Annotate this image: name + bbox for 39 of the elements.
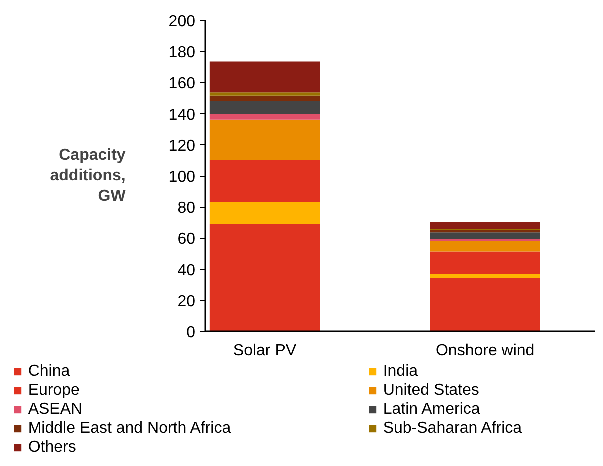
bar <box>210 224 320 332</box>
y-tick-label: 160 <box>168 76 196 93</box>
bar <box>430 232 540 240</box>
bar <box>210 114 320 120</box>
x-tick-label: Solar PV <box>233 342 297 360</box>
legend-label: Europe <box>28 381 81 400</box>
bar <box>430 274 540 278</box>
bar <box>210 202 320 225</box>
y-tick-label: 20 <box>178 293 196 310</box>
bar <box>210 101 320 114</box>
bar <box>430 241 540 252</box>
legend-label: Latin America <box>383 400 482 419</box>
legend-label: India <box>383 362 420 381</box>
y-tick-label: 140 <box>168 106 196 124</box>
y-tick-label: 40 <box>178 262 196 280</box>
y-tick-label: 200 <box>168 14 196 30</box>
bar <box>430 230 540 233</box>
bar <box>210 96 320 102</box>
legend-label: Others <box>28 438 78 457</box>
bar <box>430 278 540 332</box>
bar <box>430 222 540 230</box>
legend-label: Sub-Saharan Africa <box>383 419 524 438</box>
y-tick-label: 120 <box>168 138 196 155</box>
legend-label: China <box>28 362 72 381</box>
legend-label: Middle East and North Africa <box>28 419 232 438</box>
y-tick-label: 100 <box>168 169 196 186</box>
bar <box>210 62 320 93</box>
bar <box>210 120 320 160</box>
bar <box>210 92 320 96</box>
legend-label: United States <box>383 381 480 400</box>
legend-label: ASEAN <box>28 400 84 419</box>
y-tick-label: 80 <box>178 200 196 218</box>
y-tick-label: 0 <box>186 324 196 342</box>
y-tick-label: 60 <box>178 231 196 248</box>
bar <box>210 160 320 202</box>
y-tick-label: 180 <box>168 44 196 62</box>
x-tick-label: Onshore wind <box>436 342 535 360</box>
bar <box>430 252 540 274</box>
y-axis-title: Capacity additions, GW <box>50 147 127 205</box>
